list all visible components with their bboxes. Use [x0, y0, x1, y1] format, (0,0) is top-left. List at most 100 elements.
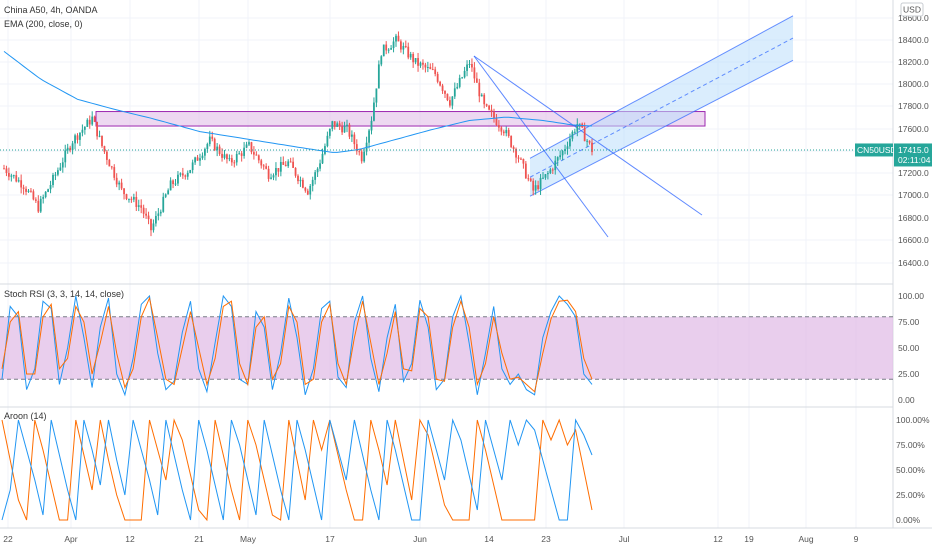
candle-body	[485, 104, 488, 106]
candle-body	[319, 163, 321, 169]
candle-body	[316, 168, 319, 173]
candle-body	[341, 126, 343, 133]
aroon-pane[interactable]	[1, 418, 593, 522]
candle-body	[69, 147, 72, 151]
candle-body	[302, 179, 304, 188]
candle-body	[451, 96, 454, 106]
candle-body	[267, 168, 270, 179]
stoch-rsi-pane[interactable]	[0, 294, 893, 397]
candle-body	[507, 129, 510, 137]
candle-body	[208, 136, 211, 145]
candle-body	[279, 161, 282, 172]
candle-body	[495, 118, 498, 126]
candle-body	[47, 189, 49, 192]
current-price-tag[interactable]: CN50USD 17415.0 02:11:04	[855, 143, 932, 167]
candle-body	[260, 160, 263, 166]
stoch-rsi-axis[interactable]: 100.00 75.00 50.00 25.00 0.00	[898, 291, 924, 405]
candle-body	[42, 197, 45, 199]
candle-body	[576, 124, 579, 132]
candle-body	[253, 152, 255, 155]
candle-body	[336, 123, 339, 127]
candle-body	[515, 148, 517, 158]
resistance-zone[interactable]	[95, 111, 706, 127]
candle-body	[488, 105, 490, 110]
candle-body	[226, 154, 228, 160]
candle-body	[140, 205, 143, 208]
candle-body	[172, 180, 174, 185]
candle-body	[101, 135, 103, 147]
price-pane[interactable]	[0, 15, 893, 238]
candle-body	[86, 119, 89, 127]
candle-body	[93, 116, 96, 122]
candle-body	[128, 198, 130, 200]
candle-body	[91, 116, 94, 125]
candle-body	[412, 54, 415, 63]
candle-body	[493, 111, 495, 119]
time-tick-label: Jul	[619, 534, 630, 544]
channel-median-line[interactable]	[529, 37, 794, 178]
candle-body	[147, 215, 150, 220]
candle-body	[248, 142, 250, 145]
candle-body	[230, 158, 233, 163]
candle-body	[17, 180, 20, 182]
candle-body	[343, 126, 346, 133]
candle-body	[22, 187, 25, 189]
channel-lower-line[interactable]	[529, 59, 794, 197]
candle-body	[272, 175, 275, 178]
candle-body	[441, 85, 444, 91]
candle-body	[466, 64, 468, 71]
candle-body	[304, 187, 307, 191]
aroon-tick-label: 0.00%	[896, 515, 921, 525]
candle-body	[588, 140, 591, 143]
candle-body	[145, 213, 147, 216]
candle-body	[265, 166, 268, 169]
channel-upper-line[interactable]	[529, 15, 794, 159]
aroon-title[interactable]: Aroon (14)	[4, 411, 47, 421]
candle-body	[377, 64, 380, 89]
candle-body	[199, 158, 201, 161]
candle-body	[363, 151, 366, 162]
candle-body	[314, 172, 317, 180]
candle-body	[517, 157, 520, 159]
symbol-title[interactable]: China A50, 4h, OANDA	[4, 5, 98, 15]
candle-body	[201, 155, 204, 159]
aroon-axis[interactable]: 100.00% 75.00% 50.00% 25.00% 0.00%	[896, 415, 930, 525]
time-tick-label: Jun	[413, 534, 427, 544]
stoch-rsi-title[interactable]: Stoch RSI (3, 3, 14, 14, close)	[4, 289, 124, 299]
trend-fan-line-2[interactable]	[473, 55, 703, 216]
currency-badge[interactable]: USD	[900, 2, 924, 17]
candle-body	[382, 44, 385, 57]
candle-body	[475, 78, 478, 83]
candle-body	[181, 173, 184, 176]
candle-body	[27, 190, 30, 192]
candle-body	[333, 121, 336, 127]
time-axis[interactable]: 22 Apr 12 21 May 17 Jun 14 23 Jul 12 19 Aug 9	[3, 534, 858, 544]
candle-body	[71, 143, 74, 151]
candle-body	[30, 190, 32, 192]
candle-body	[578, 123, 581, 125]
candle-body	[289, 161, 292, 163]
candle-body	[275, 168, 277, 176]
trend-fan-line-1[interactable]	[473, 55, 609, 238]
candle-body	[277, 168, 280, 172]
candle-body	[233, 162, 236, 164]
time-tick-label: 19	[744, 534, 754, 544]
aroon-tick-label: 50.00%	[896, 465, 925, 475]
channel-fill[interactable]	[530, 15, 793, 197]
candle-body	[186, 172, 189, 177]
stoch-tick-label: 75.00	[898, 317, 920, 327]
candle-body	[113, 167, 116, 178]
candle-body	[542, 177, 544, 179]
candle-body	[196, 157, 199, 161]
candle-body	[15, 175, 18, 182]
candle-body	[44, 191, 47, 198]
candle-body	[262, 165, 265, 167]
candle-body	[12, 175, 15, 177]
candle-body	[255, 154, 258, 156]
candle-body	[414, 58, 417, 63]
candle-body	[569, 138, 571, 147]
aroon-down-line	[1, 418, 593, 521]
candle-body	[115, 177, 118, 185]
ema-legend[interactable]: EMA (200, close, 0)	[4, 19, 83, 29]
time-tick-label: 9	[854, 534, 859, 544]
